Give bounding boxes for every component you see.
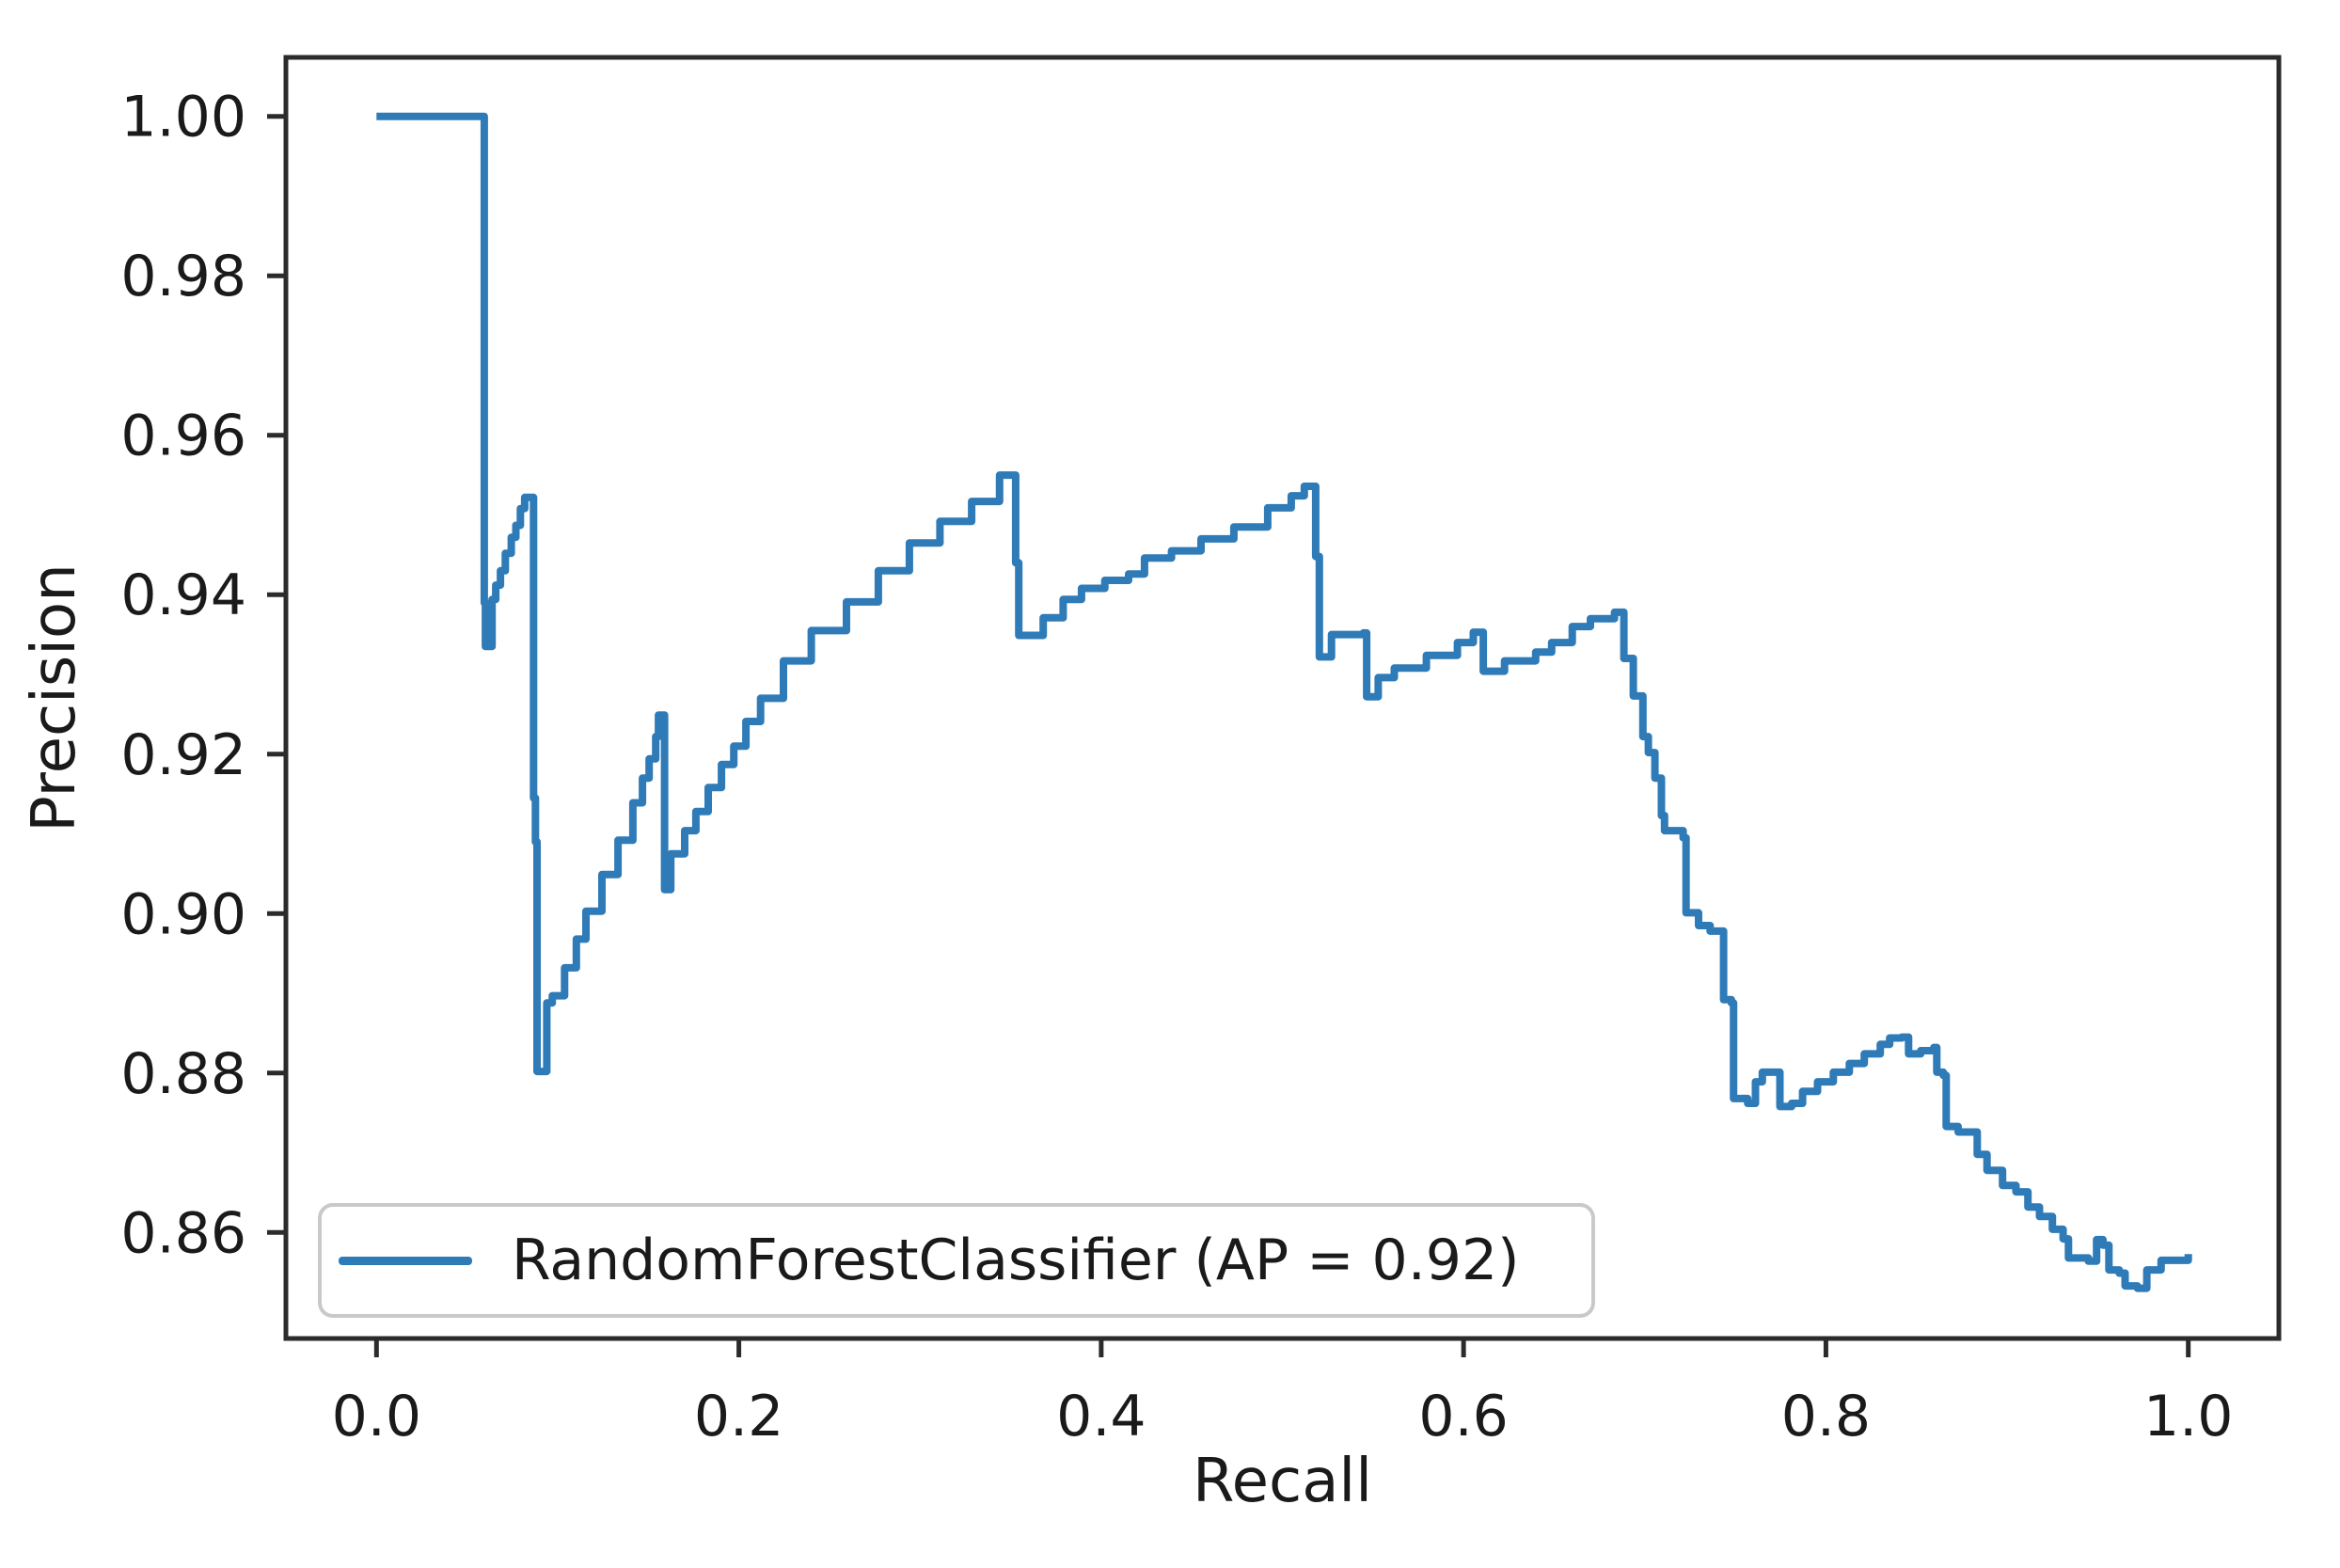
y-tick-label: 0.90 — [120, 881, 246, 947]
x-axis-label: Recall — [1193, 1447, 1372, 1516]
legend-line-icon — [339, 1256, 472, 1265]
y-axis-label: Precision — [20, 563, 89, 832]
x-tick-label: 0.2 — [694, 1384, 783, 1449]
x-tick-label: 0.4 — [1056, 1384, 1146, 1449]
pr-curve-line — [376, 112, 2192, 1292]
legend-label: RandomForestClassifier (AP = 0.92) — [512, 1227, 1520, 1293]
y-tick-label: 1.00 — [120, 85, 246, 150]
x-tick-label: 1.0 — [2143, 1384, 2233, 1449]
legend: RandomForestClassifier (AP = 0.92) — [318, 1203, 1595, 1318]
y-tick-label: 0.98 — [120, 244, 246, 309]
y-tick-label: 0.96 — [120, 404, 246, 469]
x-tick-label: 0.8 — [1781, 1384, 1871, 1449]
y-tick-label: 0.86 — [120, 1200, 246, 1266]
y-tick-label: 0.92 — [120, 722, 246, 788]
x-tick-label: 0.6 — [1418, 1384, 1508, 1449]
y-tick-label: 0.94 — [120, 562, 246, 628]
x-tick-label: 0.0 — [332, 1384, 421, 1449]
axes-spines — [283, 55, 2282, 1341]
y-tick-label: 0.88 — [120, 1041, 246, 1107]
